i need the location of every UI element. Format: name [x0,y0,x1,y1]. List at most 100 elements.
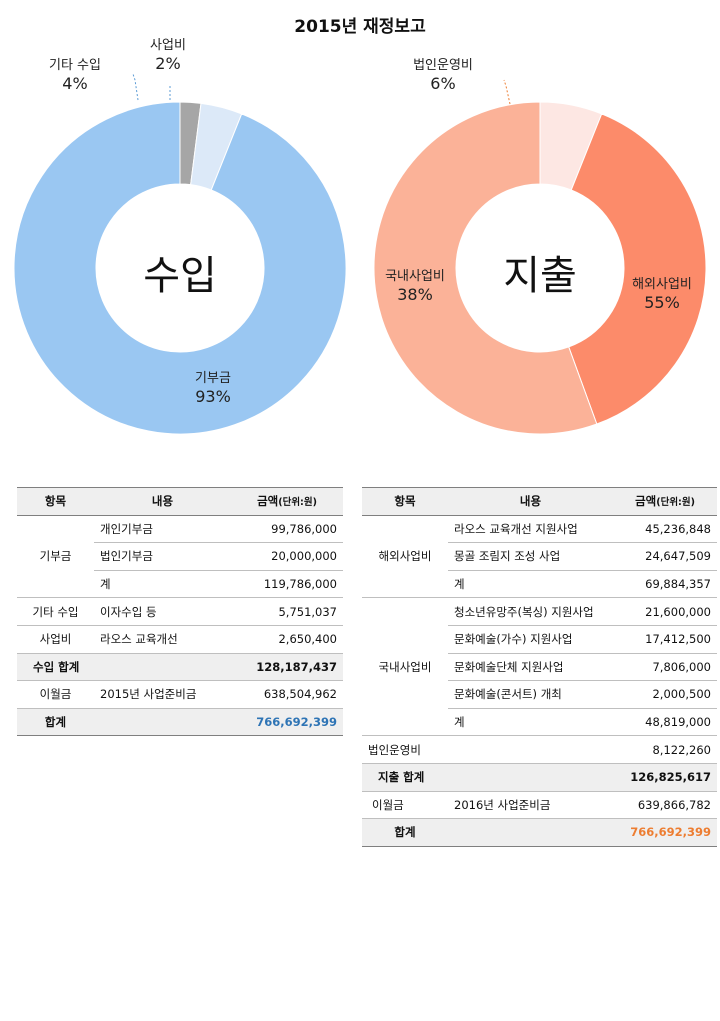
income-label-other: 기타 수입 4% [30,57,120,94]
slice-label: 법인운영비 [413,58,473,73]
carryover-label: 이월금 [362,791,448,820]
subtotal-amount: 128,187,437 [231,653,343,682]
row-content: 문화예술단체 지원사업 [448,653,613,682]
table-row: 법인운영비 8,122,260 [362,735,717,764]
row-content: 개인기부금 [94,515,231,544]
table-row: 법인기부금 20,000,000 [17,542,343,571]
slice-pct: 93% [195,387,231,406]
subtotal-amount: 126,825,617 [613,763,717,792]
row-content [448,735,613,764]
table-row: 문화예술(콘서트) 개최 2,000,500 [362,680,717,709]
row-amount: 21,600,000 [613,597,717,626]
slice-label: 사업비 [150,38,186,53]
group-name: 국내사업비 [362,597,448,737]
row-amount: 20,000,000 [231,542,343,571]
row-content: 이자수입 등 [94,597,231,626]
row-amount: 69,884,357 [613,570,717,599]
income-table: 항목 내용 금액(단위:원) 기부금 개인기부금 99,786,000 법인기부… [17,487,343,737]
group-name: 법인운영비 [362,735,448,764]
slice-pct: 2% [155,54,181,73]
table-row: 기타 수입 이자수입 등 5,751,037 [17,597,343,626]
header-amount: 금액(단위:원) [231,487,343,516]
report-title: 2015년 재정보고 [294,17,426,37]
row-amount: 2,000,500 [613,680,717,709]
slice-label: 국내사업비 [385,269,445,284]
slice-pct: 6% [430,74,456,93]
header-item: 항목 [17,487,94,516]
carryover-content: 2015년 사업준비금 [94,680,231,709]
row-content: 라오스 교육개선 지원사업 [448,515,613,544]
expense-leader-line [503,79,511,105]
slice-pct: 4% [62,74,88,93]
table-row: 문화예술단체 지원사업 7,806,000 [362,653,717,682]
total-amount: 766,692,399 [231,708,343,737]
table-row: 몽골 조림지 조성 사업 24,647,509 [362,542,717,571]
table-row: 계 48,819,000 [362,708,717,737]
row-amount: 48,819,000 [613,708,717,737]
table-header-row: 항목 내용 금액(단위:원) [362,487,717,516]
total-row: 합계 766,692,399 [362,818,717,847]
row-content: 계 [448,708,613,737]
header-content: 내용 [94,487,231,516]
row-amount: 99,786,000 [231,515,343,544]
income-center-label: 수입 [143,253,217,299]
header-amount: 금액(단위:원) [613,487,717,516]
subtotal-label: 지출 합계 [362,763,613,792]
subtotal-row: 지출 합계 126,825,617 [362,763,717,792]
carryover-label: 이월금 [17,680,94,709]
carryover-row: 이월금 2016년 사업준비금 639,866,782 [362,791,717,820]
header-unit: (단위:원) [656,497,695,509]
donut-slice [13,101,347,435]
slice-label: 해외사업비 [632,277,692,292]
expense-label-domestic: 국내사업비 38% [375,268,455,305]
total-spacer [448,818,613,847]
row-amount: 7,806,000 [613,653,717,682]
donut-slice [373,101,598,435]
slice-pct: 38% [397,285,433,304]
total-amount: 766,692,399 [613,818,717,847]
table-header-row: 항목 내용 금액(단위:원) [17,487,343,516]
subtotal-row: 수입 합계 128,187,437 [17,653,343,682]
row-content: 문화예술(콘서트) 개최 [448,680,613,709]
table-row: 국내사업비 청소년유망주(복싱) 지원사업 21,600,000 [362,597,717,737]
row-amount: 119,786,000 [231,570,343,599]
expense-label-admin: 법인운영비 6% [398,57,488,94]
header-amount-label: 금액 [257,494,279,509]
table-row: 계 119,786,000 [17,570,343,599]
carryover-amount: 638,504,962 [231,680,343,709]
row-content: 청소년유망주(복싱) 지원사업 [448,597,613,626]
header-item: 항목 [362,487,448,516]
group-name: 기타 수입 [17,597,94,626]
total-label: 합계 [362,818,448,847]
row-amount: 2,650,400 [231,625,343,654]
total-row: 합계 766,692,399 [17,708,343,737]
table-row: 기부금 개인기부금 99,786,000 [17,515,343,599]
income-donut-chart [13,101,347,435]
donut-slice [568,113,707,425]
expense-center-label: 지출 [503,253,577,299]
expense-donut-chart [373,101,707,435]
income-label-project: 사업비 2% [138,37,198,74]
carryover-content: 2016년 사업준비금 [448,791,613,820]
row-content: 계 [448,570,613,599]
row-amount: 5,751,037 [231,597,343,626]
row-content: 몽골 조림지 조성 사업 [448,542,613,571]
total-label: 합계 [17,708,94,737]
table-row: 해외사업비 라오스 교육개선 지원사업 45,236,848 [362,515,717,599]
row-amount: 17,412,500 [613,625,717,654]
income-label-donation: 기부금 93% [178,370,248,407]
row-content: 계 [94,570,231,599]
expense-label-overseas: 해외사업비 55% [622,276,702,313]
slice-label: 기타 수입 [49,58,101,73]
slice-label: 기부금 [195,371,231,386]
carryover-amount: 639,866,782 [613,791,717,820]
row-amount: 24,647,509 [613,542,717,571]
row-content: 법인기부금 [94,542,231,571]
income-leader-lines [132,73,171,101]
row-content: 라오스 교육개선 [94,625,231,654]
row-amount: 8,122,260 [613,735,717,764]
header-content: 내용 [448,487,613,516]
carryover-row: 이월금 2015년 사업준비금 638,504,962 [17,680,343,709]
header-amount-label: 금액 [635,494,657,509]
table-row: 계 69,884,357 [362,570,717,599]
